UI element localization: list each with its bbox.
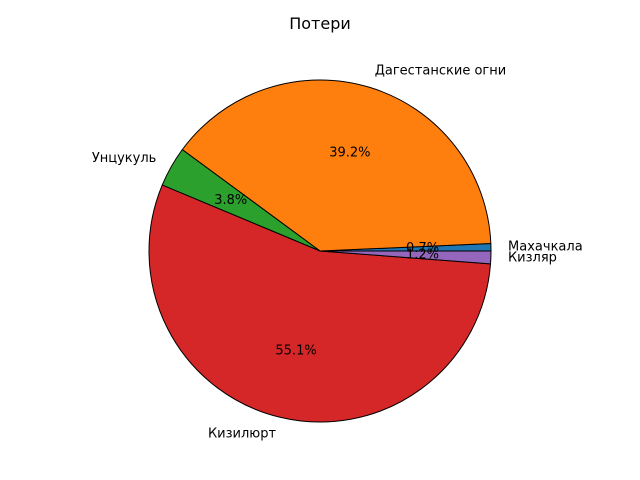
slice-label-3: Унцукуль: [92, 151, 156, 166]
percent-label-5: 1.2%: [406, 247, 439, 262]
slice-label-5: Кизляр: [508, 251, 557, 266]
slice-label-4: Кизилюрт: [208, 426, 277, 441]
percent-label-4: 55.1%: [275, 343, 316, 358]
percent-label-2: 39.2%: [329, 145, 370, 160]
slice-label-1: Махачкала: [508, 239, 583, 254]
chart-title: Потери: [289, 14, 351, 33]
pie-slice-2: [181, 79, 492, 252]
percent-label-3: 3.8%: [214, 193, 247, 208]
pie-labels: Махачкала 0.7% Дагестанские огни 39.2% Унцук…: [92, 64, 583, 442]
pie-slices: [148, 79, 492, 423]
percent-label-1: 0.7%: [406, 241, 439, 256]
pie-slice-5: [319, 250, 492, 265]
slice-label-2: Дагестанские огни: [375, 64, 506, 79]
pie-slice-4: [148, 184, 492, 423]
